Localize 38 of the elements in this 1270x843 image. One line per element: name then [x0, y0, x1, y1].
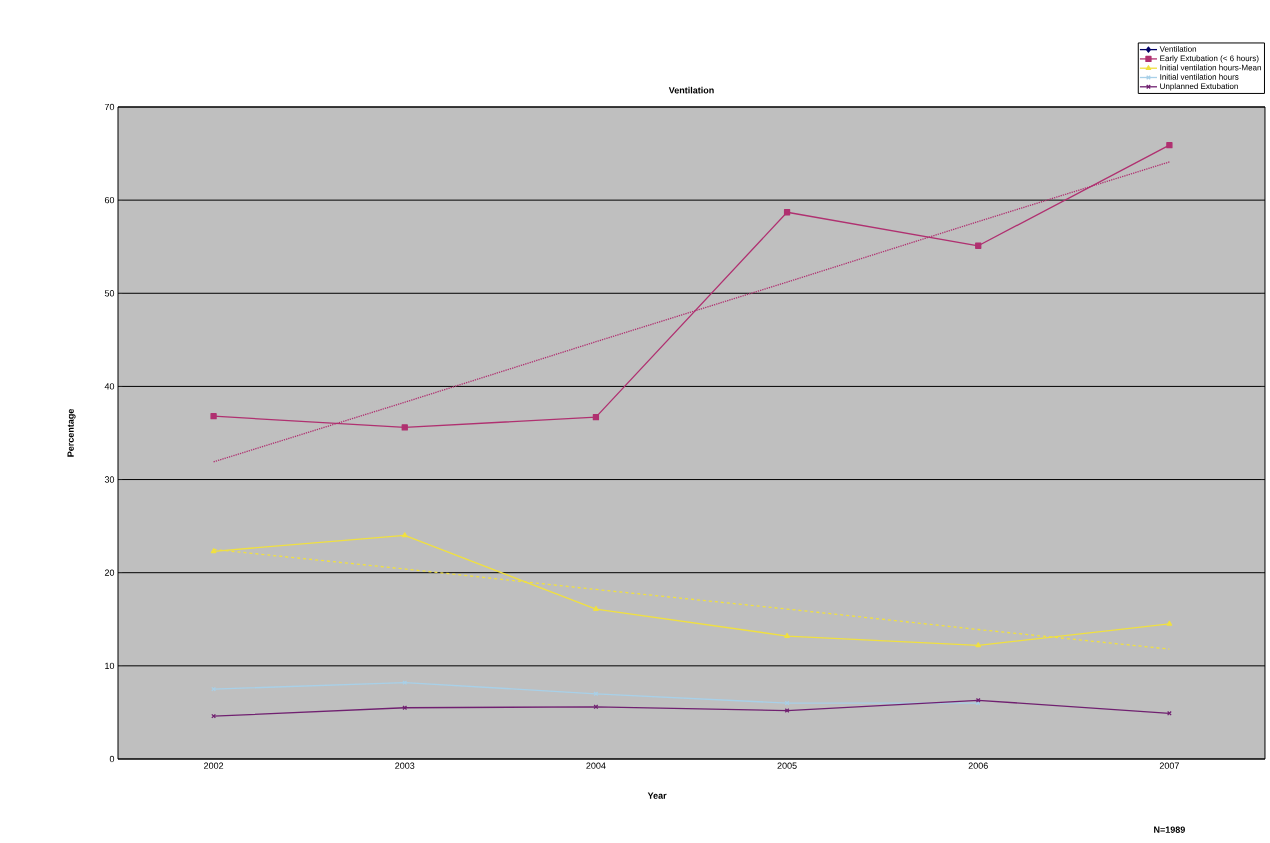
point — [975, 642, 982, 648]
x-tick-label: 2002 — [204, 762, 224, 769]
x-tick-label: 2003 — [395, 762, 415, 769]
point — [1166, 620, 1173, 626]
point — [593, 605, 599, 611]
legend-label: Unplanned Extubation — [1160, 83, 1238, 91]
point — [1166, 142, 1173, 149]
point — [593, 704, 599, 710]
y-tick-label: 50 — [104, 290, 115, 297]
y-tick-label: 20 — [104, 569, 115, 576]
point — [784, 708, 790, 713]
y-tick-label: 10 — [105, 662, 115, 670]
y-tick-label: 70 — [104, 103, 115, 111]
point — [210, 413, 217, 420]
point — [783, 209, 791, 216]
x-axis-title: Year — [647, 792, 667, 799]
point — [210, 548, 217, 554]
text: N=1989 — [1154, 826, 1185, 833]
legend-label: Initial ventilation hours-Mean — [1160, 64, 1261, 71]
point — [784, 632, 790, 638]
legend-label: Initial ventilation hours — [1160, 73, 1239, 80]
y-tick-label: 0 — [109, 755, 115, 763]
point — [402, 680, 408, 686]
x-tick-label: 2006 — [968, 762, 988, 769]
point — [593, 691, 599, 697]
y-tick-label: 30 — [104, 476, 115, 483]
legend-label: Early Extubation (< 6 hours) — [1160, 55, 1259, 63]
x-tick-label: 2005 — [777, 762, 797, 769]
chart-title: Ventilation — [668, 86, 714, 94]
point — [975, 242, 982, 249]
legend-label: Ventilation — [1159, 45, 1197, 52]
point — [592, 414, 600, 421]
x-tick-label: 2004 — [586, 762, 606, 769]
y-axis-title: Percentage — [67, 409, 76, 457]
y-tick-label: 60 — [104, 196, 115, 204]
x-tick-label: 2007 — [1159, 762, 1179, 769]
point — [401, 424, 408, 431]
y-tick-label: 40 — [104, 383, 115, 390]
